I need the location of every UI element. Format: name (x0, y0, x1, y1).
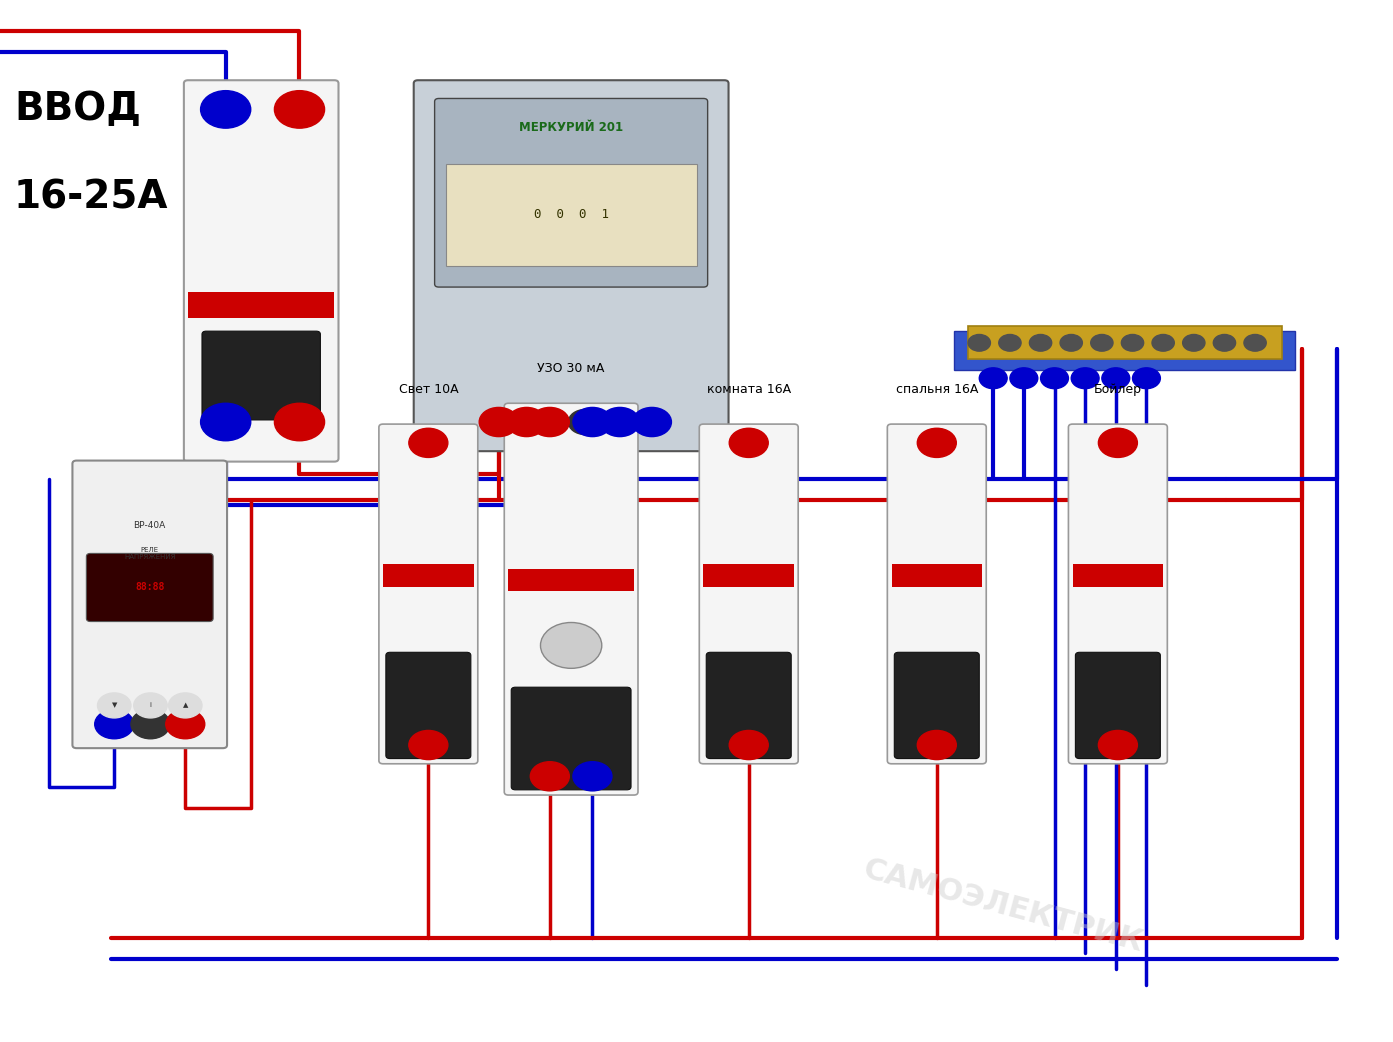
Circle shape (730, 428, 769, 457)
Circle shape (999, 334, 1021, 351)
FancyBboxPatch shape (1068, 424, 1167, 764)
FancyBboxPatch shape (202, 331, 320, 420)
Text: Бойлер: Бойлер (1094, 383, 1142, 396)
FancyBboxPatch shape (435, 99, 708, 288)
Circle shape (531, 407, 570, 437)
Circle shape (201, 91, 251, 128)
Text: САМОЭЛЕКТРИК: САМОЭЛЕКТРИК (859, 855, 1146, 958)
Text: ВР-40А: ВР-40А (134, 521, 166, 530)
Text: 88:88: 88:88 (135, 582, 164, 593)
Circle shape (918, 730, 956, 760)
Bar (892, 565, 982, 588)
Bar (954, 331, 1295, 370)
Circle shape (730, 730, 769, 760)
Text: спальня 16А: спальня 16А (896, 383, 978, 396)
Circle shape (166, 710, 205, 739)
Text: 16-25А: 16-25А (14, 179, 169, 217)
Circle shape (479, 407, 518, 437)
Circle shape (1060, 334, 1082, 351)
Circle shape (1010, 368, 1038, 389)
FancyBboxPatch shape (699, 424, 798, 764)
Text: 0  0  0  1: 0 0 0 1 (534, 208, 609, 221)
Circle shape (600, 407, 639, 437)
FancyBboxPatch shape (414, 80, 729, 451)
Bar (383, 565, 474, 588)
Circle shape (1091, 334, 1113, 351)
Circle shape (507, 407, 546, 437)
FancyBboxPatch shape (1075, 652, 1160, 759)
Circle shape (1183, 334, 1205, 351)
Circle shape (169, 693, 202, 718)
Circle shape (1152, 334, 1174, 351)
FancyBboxPatch shape (386, 652, 471, 759)
Circle shape (1244, 334, 1266, 351)
Circle shape (1133, 368, 1160, 389)
Circle shape (408, 428, 449, 457)
Circle shape (1029, 334, 1052, 351)
Bar (968, 326, 1282, 359)
Text: i: i (149, 702, 152, 709)
Circle shape (979, 368, 1007, 389)
Circle shape (98, 693, 131, 718)
Circle shape (1071, 368, 1099, 389)
Circle shape (1098, 730, 1137, 760)
Circle shape (573, 762, 612, 791)
Circle shape (1121, 334, 1144, 351)
Bar (1073, 565, 1163, 588)
Bar (703, 565, 794, 588)
Circle shape (134, 693, 167, 718)
FancyBboxPatch shape (86, 553, 213, 621)
Text: ▼: ▼ (111, 702, 117, 709)
FancyBboxPatch shape (706, 652, 791, 759)
Circle shape (531, 762, 570, 791)
Circle shape (540, 622, 602, 668)
Circle shape (1213, 334, 1236, 351)
Text: МЕРКУРИЙ 201: МЕРКУРИЙ 201 (520, 121, 623, 133)
Circle shape (1041, 368, 1068, 389)
Circle shape (274, 403, 325, 441)
Circle shape (968, 334, 990, 351)
Circle shape (274, 91, 325, 128)
Text: комната 16А: комната 16А (706, 383, 791, 396)
Circle shape (918, 428, 956, 457)
Circle shape (1098, 428, 1137, 457)
Bar (188, 292, 334, 318)
Text: УЗО 30 мА: УЗО 30 мА (538, 363, 605, 375)
FancyBboxPatch shape (72, 461, 227, 748)
FancyBboxPatch shape (504, 403, 638, 795)
Bar (508, 569, 634, 592)
Text: РЕЛЕ
НАПРЯЖЕНИЯ: РЕЛЕ НАПРЯЖЕНИЯ (124, 547, 176, 561)
Circle shape (632, 407, 671, 437)
Circle shape (95, 710, 134, 739)
Circle shape (573, 407, 612, 437)
Circle shape (201, 403, 251, 441)
Text: Свет 10А: Свет 10А (398, 383, 458, 396)
Circle shape (1102, 368, 1130, 389)
FancyBboxPatch shape (184, 80, 338, 462)
FancyBboxPatch shape (379, 424, 478, 764)
Text: ВВОД: ВВОД (14, 91, 141, 128)
Text: ▲: ▲ (182, 702, 188, 709)
Circle shape (131, 710, 170, 739)
FancyBboxPatch shape (894, 652, 979, 759)
Bar (446, 164, 696, 266)
Circle shape (408, 730, 449, 760)
FancyBboxPatch shape (887, 424, 986, 764)
FancyBboxPatch shape (511, 688, 631, 790)
Circle shape (568, 410, 602, 435)
